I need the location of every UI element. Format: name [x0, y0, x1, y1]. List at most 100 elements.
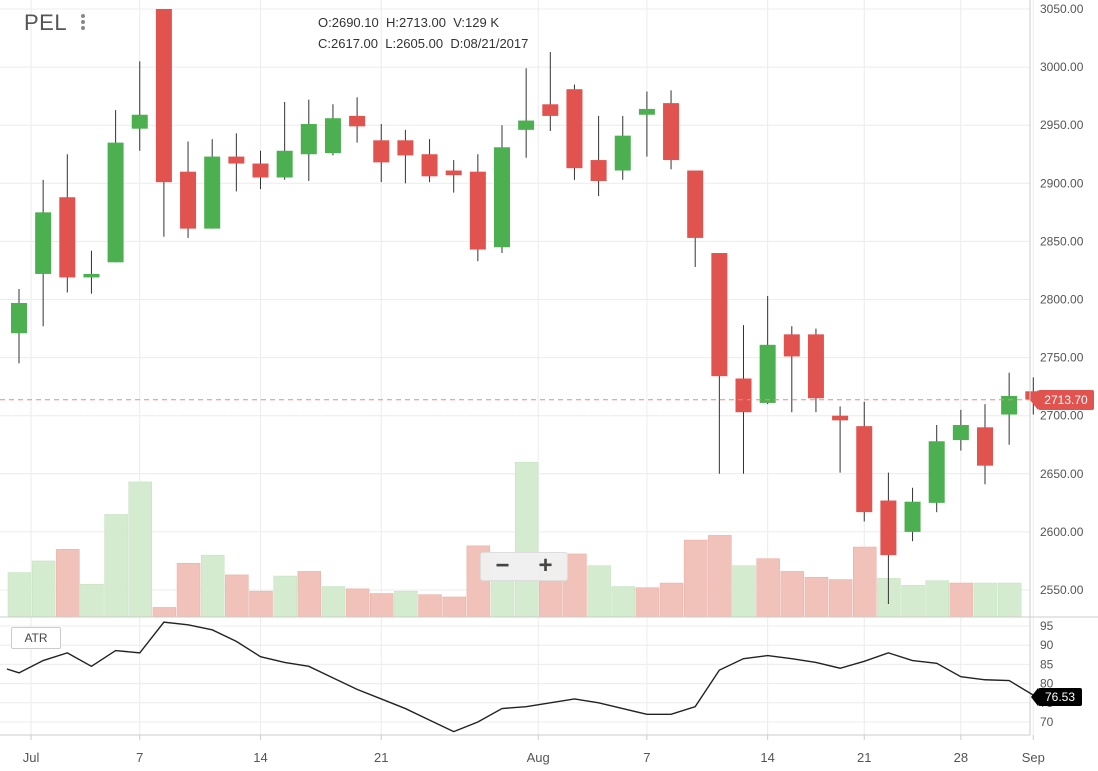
candle-body — [421, 154, 438, 177]
more-options-icon[interactable] — [80, 14, 86, 34]
candle-body — [300, 124, 317, 155]
volume-bar — [683, 539, 708, 618]
candle-body — [928, 441, 945, 503]
candle-body — [373, 140, 390, 163]
volume-bar — [418, 594, 442, 618]
candle-body — [494, 147, 510, 248]
volume-bar — [756, 558, 780, 618]
x-tick-label: Jul — [23, 750, 40, 765]
volume-bar — [273, 575, 297, 618]
candle-body — [759, 344, 776, 403]
candle-body — [349, 115, 366, 127]
candle-body — [324, 118, 341, 154]
volume-bar — [659, 582, 684, 618]
zoom-out-button[interactable]: − — [495, 552, 510, 579]
volume-bar — [611, 586, 635, 618]
candle-body — [204, 156, 221, 229]
candle-body — [832, 415, 849, 421]
x-tick-label: 21 — [374, 750, 388, 765]
candle-body — [131, 114, 148, 129]
volume-bar — [56, 549, 80, 618]
candle-body — [11, 302, 27, 334]
y-tick-label: 2850.00 — [1040, 234, 1084, 248]
volume-bar — [997, 582, 1022, 618]
volume-bar — [587, 565, 611, 618]
x-tick-label: 7 — [643, 750, 650, 765]
low-label: L: — [385, 36, 397, 51]
volume-bar — [804, 576, 829, 618]
candle-body — [735, 378, 752, 413]
y-tick-label: 3050.00 — [1040, 2, 1084, 16]
y-tick-label: 2550.00 — [1040, 583, 1084, 597]
open-value: 2690.10 — [331, 15, 379, 30]
y-tick-label: 2800.00 — [1040, 293, 1084, 307]
atr-series-line — [6, 621, 1034, 733]
volume-bar — [31, 560, 56, 618]
date-label: D: — [450, 36, 464, 51]
volume-bar — [442, 596, 466, 618]
y-tick-label: 2600.00 — [1040, 525, 1084, 539]
volume-bar — [708, 535, 732, 618]
candle-body — [590, 160, 607, 181]
symbol-name: PEL — [24, 10, 68, 35]
high-value: 2713.00 — [398, 15, 446, 30]
candle-body — [904, 501, 921, 532]
candle-body — [469, 171, 486, 250]
candle-body — [59, 197, 76, 278]
y-tick-label: 3000.00 — [1040, 60, 1084, 74]
volume-bar — [321, 586, 346, 618]
zoom-in-button[interactable]: + — [538, 552, 553, 579]
volume-bar — [297, 571, 322, 618]
y-tick-label: 2750.00 — [1040, 351, 1084, 365]
volume-bar — [394, 590, 418, 618]
date-value: 08/21/2017 — [463, 36, 529, 51]
candle-body — [1001, 395, 1018, 415]
candle-body — [35, 212, 52, 274]
volume-bar — [949, 582, 974, 618]
candle-body — [542, 104, 559, 116]
candle-body — [252, 163, 269, 178]
indicator-label[interactable]: ATR — [11, 627, 61, 649]
candle-body — [687, 170, 704, 238]
atr-tick-label: 80 — [1040, 677, 1054, 691]
y-tick-label: 2700.00 — [1040, 409, 1084, 423]
candle-body — [614, 135, 631, 171]
atr-tick-label: 70 — [1040, 715, 1054, 729]
volume-bar — [780, 571, 805, 618]
volume-bar — [973, 582, 998, 618]
low-value: 2605.00 — [396, 36, 444, 51]
candle-body — [518, 120, 535, 130]
volume-bar — [635, 587, 660, 618]
x-tick-label: 14 — [253, 750, 267, 765]
x-tick-label: Sep — [1022, 750, 1045, 765]
volume-bar — [128, 481, 152, 618]
atr-tick-label: 95 — [1040, 619, 1054, 633]
x-tick-label: 28 — [954, 750, 968, 765]
volume-bar — [901, 585, 925, 618]
volume-bar — [853, 546, 877, 618]
volume-bar — [732, 565, 756, 618]
candle-body — [445, 170, 462, 176]
y-tick-label: 2650.00 — [1040, 467, 1084, 481]
atr-value-badge: 76.53 — [1031, 688, 1082, 706]
candle-body — [663, 103, 680, 161]
close-value: 2617.00 — [331, 36, 378, 51]
volume-bar — [200, 554, 225, 618]
candle-body — [783, 334, 800, 357]
last-price-badge: 2713.70 — [1030, 390, 1094, 410]
atr-tick-label: 90 — [1040, 638, 1054, 652]
x-tick-label: Aug — [527, 750, 550, 765]
candle-body — [155, 9, 172, 183]
volume-bar — [249, 590, 273, 618]
volume-bar — [225, 574, 249, 618]
volume-bar — [80, 583, 104, 618]
volume-value: 129 K — [465, 15, 499, 30]
volume-bar — [7, 572, 32, 618]
candle-body — [952, 424, 969, 441]
candle-body — [638, 108, 655, 115]
candle-body — [397, 140, 414, 156]
atr-tick-label: 85 — [1040, 657, 1054, 671]
candle-body — [83, 273, 100, 278]
